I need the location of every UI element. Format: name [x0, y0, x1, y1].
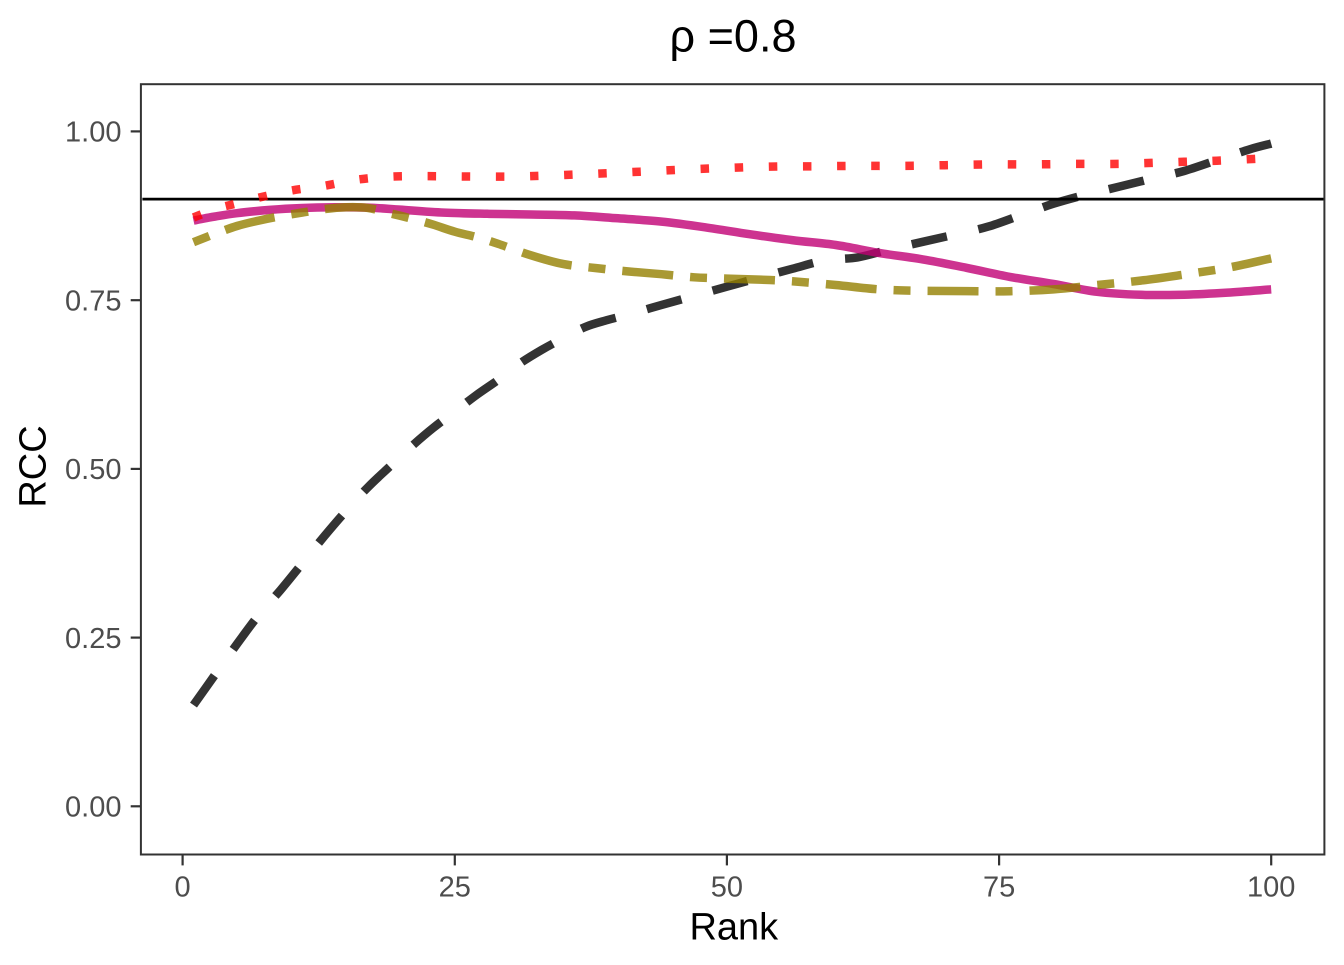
svg-text:100: 100 — [1247, 871, 1295, 903]
svg-text:25: 25 — [439, 871, 471, 903]
svg-text:ρ =0.8: ρ =0.8 — [670, 11, 797, 62]
svg-text:50: 50 — [711, 871, 743, 903]
svg-text:0: 0 — [175, 871, 191, 903]
svg-text:RCC: RCC — [12, 425, 54, 507]
svg-text:0.50: 0.50 — [65, 454, 121, 486]
svg-text:0.00: 0.00 — [65, 792, 121, 824]
svg-text:1.00: 1.00 — [65, 117, 121, 149]
svg-text:0.25: 0.25 — [65, 623, 121, 655]
svg-text:Rank: Rank — [689, 907, 779, 949]
svg-text:0.75: 0.75 — [65, 285, 121, 317]
svg-text:75: 75 — [983, 871, 1015, 903]
